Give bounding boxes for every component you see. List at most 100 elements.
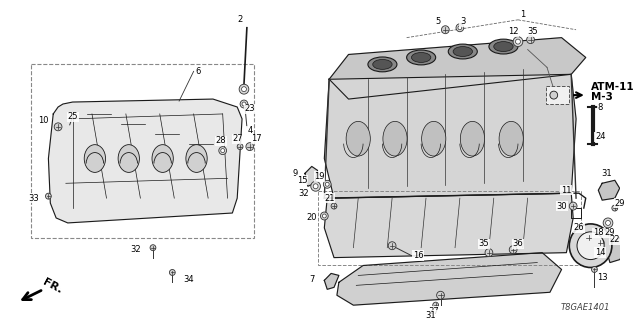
Circle shape xyxy=(442,26,449,34)
Circle shape xyxy=(241,87,246,92)
Text: 22: 22 xyxy=(609,235,620,244)
Text: 29: 29 xyxy=(605,228,615,237)
Circle shape xyxy=(570,224,612,268)
Circle shape xyxy=(436,291,444,299)
Text: 18: 18 xyxy=(593,228,604,237)
Text: 27: 27 xyxy=(233,134,243,143)
Text: 19: 19 xyxy=(314,172,324,181)
Text: 35: 35 xyxy=(527,27,538,36)
Text: 8: 8 xyxy=(598,102,603,111)
Ellipse shape xyxy=(460,121,484,156)
Text: 14: 14 xyxy=(595,248,605,257)
Text: 37: 37 xyxy=(428,307,439,316)
Text: FR.: FR. xyxy=(41,277,63,295)
Circle shape xyxy=(577,232,604,260)
Circle shape xyxy=(603,218,613,228)
Circle shape xyxy=(513,37,523,47)
Text: 25: 25 xyxy=(67,112,78,121)
Polygon shape xyxy=(324,274,339,289)
Ellipse shape xyxy=(368,57,397,72)
Circle shape xyxy=(242,102,246,106)
Text: 32: 32 xyxy=(299,189,309,198)
Circle shape xyxy=(321,212,328,220)
Circle shape xyxy=(240,100,248,108)
Ellipse shape xyxy=(84,145,106,172)
Circle shape xyxy=(219,147,227,155)
Polygon shape xyxy=(329,38,586,99)
Ellipse shape xyxy=(499,121,524,156)
Circle shape xyxy=(313,184,318,189)
Text: 31: 31 xyxy=(602,169,612,178)
Ellipse shape xyxy=(152,145,173,172)
Text: 20: 20 xyxy=(307,213,317,222)
Circle shape xyxy=(433,302,438,308)
Circle shape xyxy=(325,182,329,186)
Ellipse shape xyxy=(118,145,140,172)
Text: 6: 6 xyxy=(196,67,201,76)
Circle shape xyxy=(570,202,577,210)
Polygon shape xyxy=(324,74,576,198)
Text: 30: 30 xyxy=(556,202,567,211)
Text: 5: 5 xyxy=(435,17,440,26)
Text: 36: 36 xyxy=(513,239,524,248)
Text: 4: 4 xyxy=(247,126,252,135)
Circle shape xyxy=(323,180,331,188)
FancyBboxPatch shape xyxy=(546,86,570,104)
Text: T8GAE1401: T8GAE1401 xyxy=(561,303,610,312)
Circle shape xyxy=(585,234,593,242)
Circle shape xyxy=(550,91,557,99)
Ellipse shape xyxy=(494,42,513,52)
Circle shape xyxy=(612,205,618,211)
Circle shape xyxy=(323,214,326,218)
Text: 7: 7 xyxy=(309,275,314,284)
Circle shape xyxy=(170,269,175,276)
Text: 33: 33 xyxy=(29,194,39,203)
Polygon shape xyxy=(337,253,561,305)
Ellipse shape xyxy=(448,44,477,59)
Text: 29: 29 xyxy=(614,199,625,208)
Circle shape xyxy=(605,220,611,225)
Circle shape xyxy=(54,123,62,131)
Circle shape xyxy=(237,144,243,150)
Circle shape xyxy=(239,84,249,94)
Circle shape xyxy=(246,143,253,151)
Text: 3: 3 xyxy=(460,17,465,26)
Ellipse shape xyxy=(372,60,392,69)
Circle shape xyxy=(509,246,517,254)
Text: M-3: M-3 xyxy=(591,92,612,102)
Circle shape xyxy=(150,245,156,251)
Ellipse shape xyxy=(489,39,518,54)
Circle shape xyxy=(45,193,51,199)
Circle shape xyxy=(527,36,534,44)
Ellipse shape xyxy=(383,121,407,156)
Text: 16: 16 xyxy=(413,251,424,260)
Text: ATM-11: ATM-11 xyxy=(591,82,634,92)
Polygon shape xyxy=(305,166,317,186)
Ellipse shape xyxy=(422,121,446,156)
Text: 34: 34 xyxy=(184,275,194,284)
Text: 10: 10 xyxy=(38,116,49,125)
Text: 32: 32 xyxy=(130,245,141,254)
Text: 9: 9 xyxy=(292,169,298,178)
Text: 15: 15 xyxy=(297,176,307,185)
Circle shape xyxy=(591,267,597,272)
Ellipse shape xyxy=(453,47,472,56)
Text: 26: 26 xyxy=(573,223,584,232)
Text: 21: 21 xyxy=(324,194,335,203)
Circle shape xyxy=(485,249,493,257)
Polygon shape xyxy=(598,180,620,200)
Ellipse shape xyxy=(412,52,431,62)
Text: 28: 28 xyxy=(216,136,226,145)
Circle shape xyxy=(331,203,337,209)
Circle shape xyxy=(458,26,462,30)
Text: 31: 31 xyxy=(426,310,436,320)
Text: 17: 17 xyxy=(252,134,262,143)
Text: 12: 12 xyxy=(508,27,518,36)
Text: 1: 1 xyxy=(520,10,525,20)
Text: 24: 24 xyxy=(595,132,605,141)
Polygon shape xyxy=(49,99,242,223)
Circle shape xyxy=(221,148,225,153)
Ellipse shape xyxy=(346,121,371,156)
Polygon shape xyxy=(605,238,627,262)
Circle shape xyxy=(311,181,321,191)
